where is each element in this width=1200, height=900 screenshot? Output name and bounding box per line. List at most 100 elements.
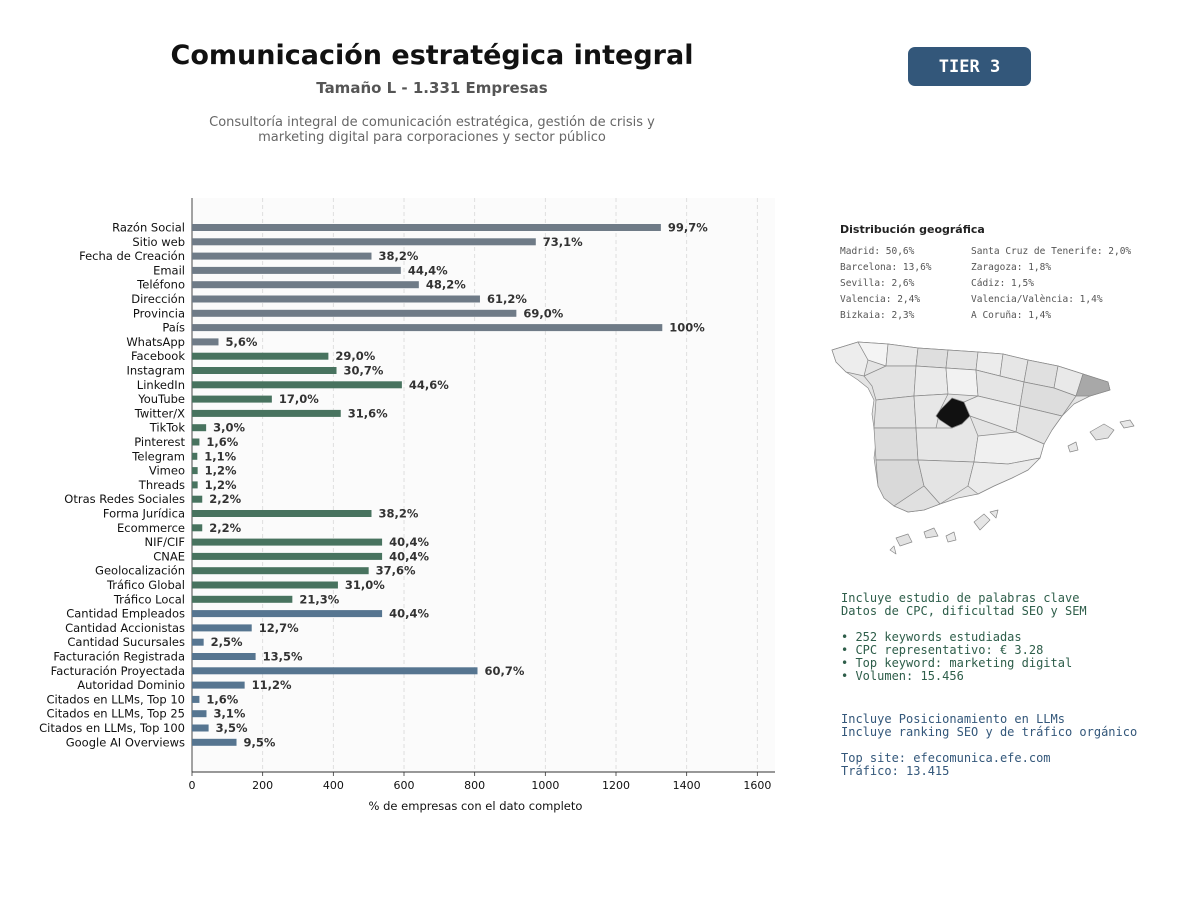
spain-map xyxy=(831,341,1135,555)
geo-title: Distribución geográfica xyxy=(840,223,985,236)
category-label: Facturación Proyectada xyxy=(51,664,185,678)
category-label: País xyxy=(162,321,185,335)
x-tick-label: 1400 xyxy=(673,779,701,792)
map-province-barcelona xyxy=(1075,373,1111,397)
category-label: Facebook xyxy=(131,349,185,363)
category-label: Cantidad Sucursales xyxy=(67,635,185,649)
bar xyxy=(192,538,383,546)
bar xyxy=(192,510,372,517)
data-label: 1,2% xyxy=(205,478,237,492)
category-label: YouTube xyxy=(137,392,185,406)
bar-chart: 0 200 400 600 800 1000 1200 1400 1600 Razón Socia… xyxy=(39,198,775,813)
map-province xyxy=(963,395,1021,433)
bar xyxy=(192,309,517,317)
geo-item: Valencia: 2,4% xyxy=(840,294,921,305)
bar xyxy=(192,581,338,589)
bar xyxy=(192,495,203,503)
data-label: 3,1% xyxy=(213,707,245,721)
map-balearic xyxy=(1067,441,1079,453)
data-label: 69,0% xyxy=(523,306,563,320)
page-title: Comunicación estratégica integral xyxy=(170,40,694,71)
bar xyxy=(192,653,256,660)
map-province xyxy=(873,395,917,429)
bar xyxy=(192,281,419,289)
data-label: 38,2% xyxy=(378,249,418,263)
data-label: 2,2% xyxy=(209,492,241,506)
category-label: Tráfico Global xyxy=(106,578,185,592)
map-province xyxy=(873,427,919,461)
x-axis-label: % de empresas con el dato completo xyxy=(369,799,583,813)
map-canary xyxy=(889,545,897,555)
category-label: Google AI Overviews xyxy=(66,735,185,749)
bar xyxy=(192,338,219,346)
data-label: 1,2% xyxy=(205,464,237,478)
bar xyxy=(192,524,203,532)
category-label: Cantidad Accionistas xyxy=(65,621,185,635)
category-label: Telegram xyxy=(131,449,185,463)
data-label: 40,4% xyxy=(389,535,429,549)
map-canary xyxy=(989,509,999,519)
map-province xyxy=(1015,405,1063,445)
bar xyxy=(192,710,207,718)
data-label: 9,5% xyxy=(244,735,276,749)
category-label: Autoridad Dominio xyxy=(77,678,185,692)
keywords-bullet: • Volumen: 15.456 xyxy=(841,669,964,683)
data-label: 13,5% xyxy=(263,650,303,664)
bar xyxy=(192,324,663,332)
bar xyxy=(192,552,383,560)
category-label: NIF/CIF xyxy=(144,535,185,549)
map-canary xyxy=(895,533,913,547)
data-label: 5,6% xyxy=(226,335,258,349)
data-label: 17,0% xyxy=(279,392,319,406)
bar xyxy=(192,467,198,475)
category-label: Citados en LLMs, Top 10 xyxy=(46,692,185,706)
geo-item: A Coruña: 1,4% xyxy=(971,310,1052,321)
plot-area xyxy=(192,198,775,772)
data-label: 73,1% xyxy=(543,235,583,249)
bar xyxy=(192,738,237,746)
keywords-block: Incluye estudio de palabras clave Datos … xyxy=(841,592,1087,683)
data-label: 100% xyxy=(669,321,705,335)
bar xyxy=(192,424,207,432)
category-label: Vimeo xyxy=(149,464,185,478)
x-tick-label: 600 xyxy=(394,779,415,792)
geo-item: Santa Cruz de Tenerife: 2,0% xyxy=(971,246,1132,257)
data-label: 60,7% xyxy=(484,664,524,678)
category-label: Instagram xyxy=(126,364,185,378)
x-tick-label: 1200 xyxy=(602,779,630,792)
geo-item: Madrid: 50,6% xyxy=(840,246,915,257)
category-label: Provincia xyxy=(133,306,185,320)
bar xyxy=(192,295,480,303)
keywords-bullet: • CPC representativo: € 3.28 xyxy=(841,643,1044,657)
bar xyxy=(192,695,200,703)
x-tick-label: 400 xyxy=(323,779,344,792)
description-line: Consultoría integral de comunicación est… xyxy=(209,115,655,130)
data-label: 1,1% xyxy=(204,449,236,463)
data-label: 48,2% xyxy=(426,278,466,292)
x-tick-label: 0 xyxy=(189,779,196,792)
data-label: 40,4% xyxy=(389,607,429,621)
category-label: Email xyxy=(153,263,185,277)
category-label: WhatsApp xyxy=(126,335,185,349)
bar xyxy=(192,667,478,675)
category-label: Ecommerce xyxy=(117,521,185,535)
data-label: 12,7% xyxy=(259,621,299,635)
category-label: Razón Social xyxy=(112,221,185,235)
data-label: 30,7% xyxy=(344,364,384,378)
map-province xyxy=(1019,381,1077,417)
description-line: marketing digital para corporaciones y s… xyxy=(258,130,606,145)
bar xyxy=(192,381,402,389)
geo-item: Cádiz: 1,5% xyxy=(971,278,1034,289)
data-label: 40,4% xyxy=(389,549,429,563)
category-label: Dirección xyxy=(131,292,185,306)
category-label: Facturación Registrada xyxy=(53,650,185,664)
category-label: Sitio web xyxy=(132,235,185,249)
category-label: Citados en LLMs, Top 25 xyxy=(46,707,185,721)
bar xyxy=(192,238,536,246)
geo-item: Barcelona: 13,6% xyxy=(840,262,932,273)
category-label: Forma Jurídica xyxy=(103,507,185,521)
x-tick-label: 1000 xyxy=(531,779,559,792)
map-province xyxy=(893,485,941,513)
category-label: Pinterest xyxy=(134,435,185,449)
keywords-line: Incluye estudio de palabras clave xyxy=(841,591,1080,605)
